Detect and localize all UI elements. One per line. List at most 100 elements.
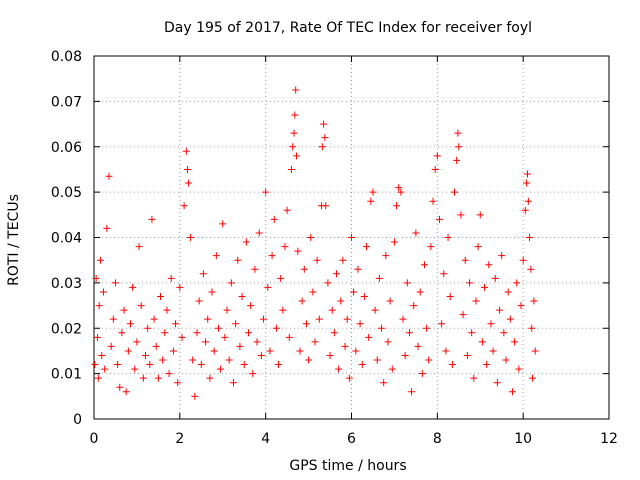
data-point <box>524 197 532 205</box>
data-point <box>270 215 278 223</box>
data-point <box>300 265 308 273</box>
data-point <box>120 306 128 314</box>
data-point <box>129 283 137 291</box>
data-point <box>257 351 265 359</box>
data-point <box>523 179 531 187</box>
data-point <box>187 234 195 241</box>
x-axis-label: GPS time / hours <box>289 458 406 474</box>
data-point <box>172 320 180 328</box>
axes: 0 2 4 6 8 10 12 0 0.01 0.02 0.03 0.04 0.05 0.06 0.07 0.… <box>51 49 618 447</box>
data-point <box>504 288 512 296</box>
data-point <box>242 238 250 246</box>
data-point <box>330 329 338 337</box>
data-point <box>240 361 248 369</box>
data-point <box>251 265 259 273</box>
data-point <box>489 347 497 355</box>
data-points <box>91 86 539 400</box>
data-point <box>373 356 381 364</box>
data-point <box>466 279 474 287</box>
data-point <box>294 247 302 255</box>
data-point <box>195 297 203 305</box>
data-point <box>500 329 508 337</box>
y-tick-label: 0.02 <box>51 321 82 337</box>
y-tick-label: 0.07 <box>51 94 82 110</box>
data-point <box>99 288 107 296</box>
data-point <box>174 379 182 387</box>
data-point <box>291 111 299 119</box>
data-point <box>165 370 173 378</box>
data-point <box>363 243 371 251</box>
data-point <box>197 361 205 369</box>
data-point <box>309 288 317 296</box>
data-point <box>318 143 326 151</box>
data-point <box>384 338 392 346</box>
data-point <box>399 315 407 323</box>
data-point <box>397 188 405 196</box>
data-point <box>498 252 506 260</box>
data-point <box>281 243 289 251</box>
data-point <box>453 156 461 164</box>
data-point <box>521 206 529 214</box>
data-point <box>416 288 424 296</box>
data-point <box>144 324 152 332</box>
data-point <box>322 202 330 210</box>
y-tick-label: 0.03 <box>51 276 82 292</box>
data-point <box>517 302 525 310</box>
data-point <box>111 279 119 287</box>
data-point <box>135 243 143 251</box>
data-point <box>382 252 390 260</box>
data-point <box>146 361 154 369</box>
data-point <box>253 338 261 346</box>
data-point <box>442 347 450 355</box>
data-point <box>343 315 351 323</box>
data-point <box>206 374 214 382</box>
data-point <box>101 365 109 373</box>
data-point <box>388 365 396 373</box>
data-point <box>367 197 375 205</box>
data-point <box>109 315 117 323</box>
data-point <box>502 356 510 364</box>
data-point <box>348 234 355 241</box>
y-tick-label: 0.06 <box>51 140 82 156</box>
data-point <box>264 283 272 291</box>
data-point <box>268 252 276 260</box>
data-point <box>508 388 516 396</box>
data-point <box>324 279 332 287</box>
data-point <box>260 315 268 323</box>
data-point <box>236 342 244 350</box>
data-point <box>234 256 242 264</box>
data-point <box>245 329 252 337</box>
data-point <box>184 165 192 173</box>
data-point <box>378 324 386 332</box>
data-point <box>92 274 100 282</box>
data-point <box>208 288 216 296</box>
data-point <box>403 279 411 287</box>
data-point <box>227 279 235 287</box>
data-point <box>292 86 300 94</box>
data-point <box>451 188 458 196</box>
data-point <box>114 361 122 369</box>
data-point <box>238 292 246 300</box>
data-point <box>182 147 190 155</box>
data-point <box>526 234 534 241</box>
data-point <box>283 206 291 214</box>
data-point <box>91 361 99 369</box>
data-point <box>408 388 416 396</box>
data-point <box>98 351 106 359</box>
data-point <box>293 152 301 160</box>
data-point <box>328 306 336 314</box>
data-point <box>393 202 401 210</box>
data-point <box>311 338 319 346</box>
data-point <box>126 320 134 328</box>
data-point <box>438 320 446 328</box>
data-point <box>440 270 448 278</box>
data-point <box>478 338 486 346</box>
data-point <box>395 184 403 192</box>
data-point <box>305 356 313 364</box>
data-point <box>105 172 113 180</box>
data-point <box>425 356 433 364</box>
data-point <box>225 356 233 364</box>
data-point <box>289 143 297 151</box>
data-point <box>326 351 334 359</box>
data-point <box>386 297 394 305</box>
